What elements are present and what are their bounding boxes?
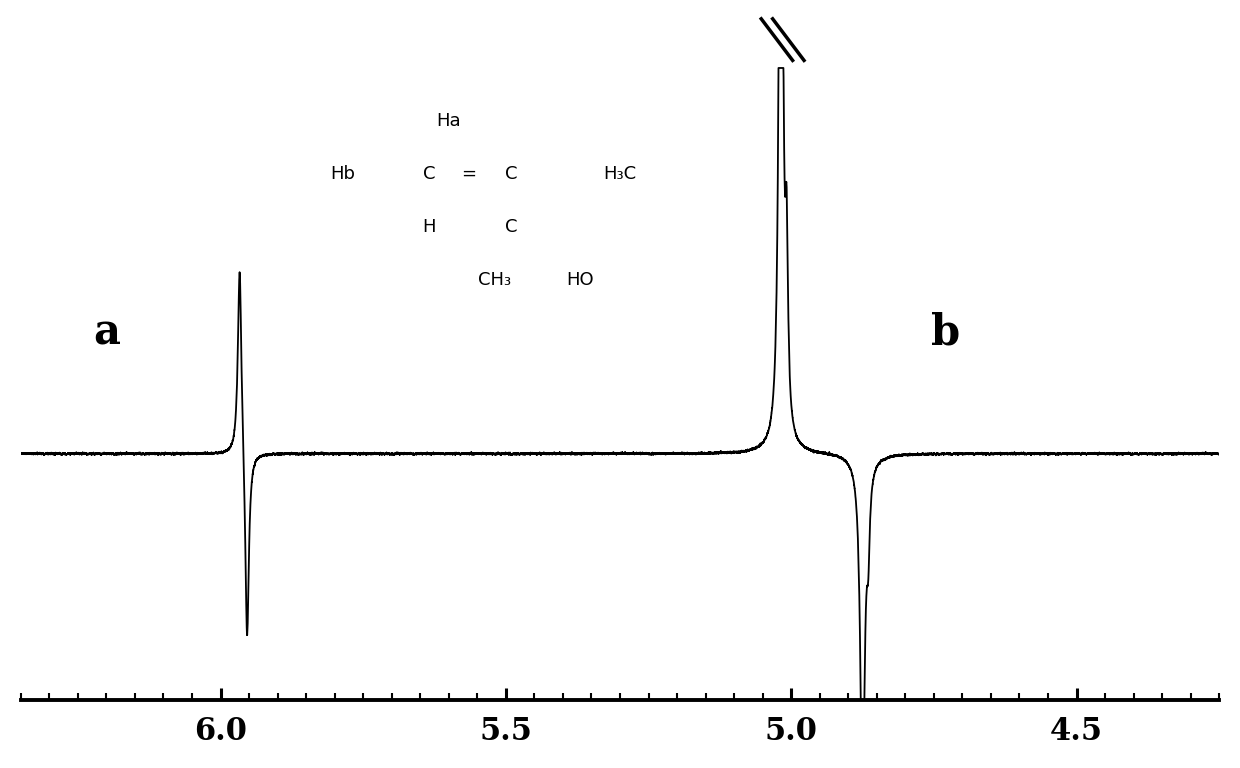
Text: C: C [506,165,518,183]
Text: HO: HO [567,271,594,289]
Text: a: a [93,312,120,354]
Text: H₃C: H₃C [604,165,636,183]
Text: H: H [422,218,435,236]
Text: Ha: Ha [436,112,461,130]
Text: C: C [506,218,518,236]
Text: =: = [461,165,476,183]
Text: Hb: Hb [331,165,356,183]
Text: CH₃: CH₃ [477,271,511,289]
Text: b: b [931,312,960,354]
Text: C: C [423,165,435,183]
